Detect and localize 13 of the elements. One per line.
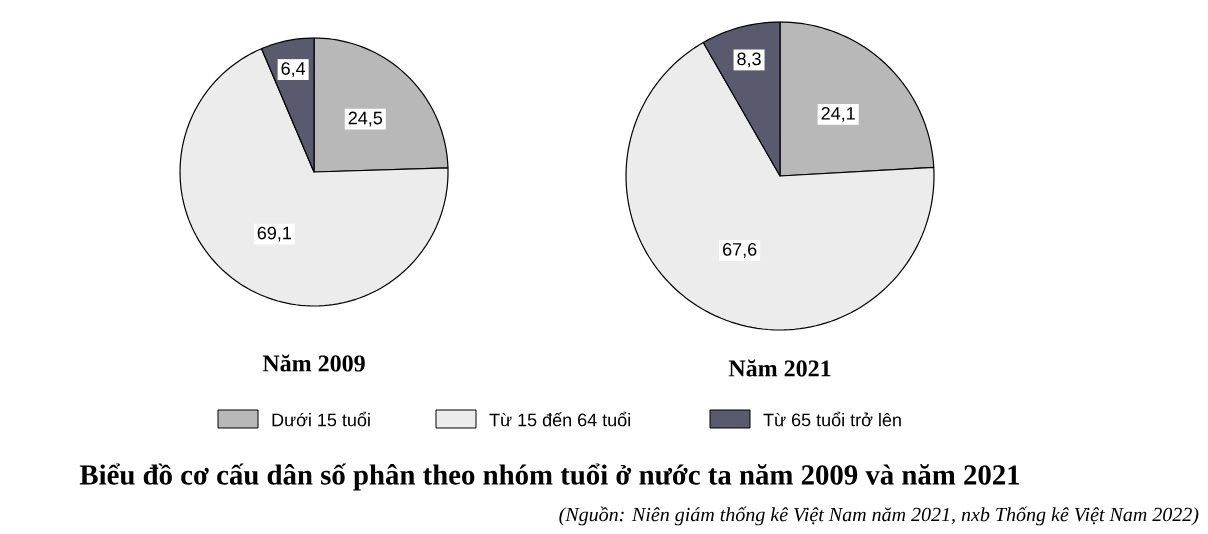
text: Năm 2009 [262, 354, 365, 372]
data-label: 24,1 [821, 106, 855, 122]
text: Năm 2021 [728, 359, 831, 377]
legend-label: Từ 15 đến 64 tuổi [489, 411, 630, 427]
text: Biểu đồ cơ cấu dân số phân theo nhóm tuổi ở nước ta năm 2009 và năm 2021 [79, 463, 1020, 491]
data-label: 69,1 [257, 226, 291, 242]
legend-label: Từ 65 tuổi trở lên [763, 411, 901, 427]
data-label: 6,4 [281, 62, 306, 77]
data-label: 8,3 [737, 52, 761, 68]
text: (Nguồn: Niên giám thống kê Việt Nam năm 2021, nxb Thống kê Việt Nam 2022) [559, 506, 1199, 526]
data-label: 67,6 [723, 243, 757, 258]
legend-label: Dưới 15 tuổi [272, 411, 370, 427]
data-label: 24,5 [348, 111, 383, 127]
